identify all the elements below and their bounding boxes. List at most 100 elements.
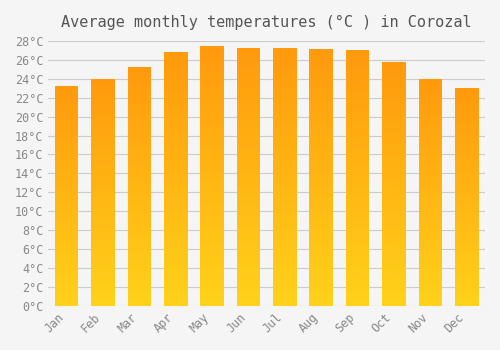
Bar — [54, 170, 78, 172]
Bar — [54, 231, 78, 233]
Bar — [54, 126, 78, 128]
Bar — [382, 228, 406, 230]
Bar — [128, 177, 151, 180]
Bar — [273, 295, 296, 298]
Bar — [200, 163, 224, 165]
Bar — [200, 66, 224, 69]
Bar — [418, 231, 442, 233]
Bar — [164, 207, 188, 209]
Bar — [455, 90, 478, 92]
Bar — [91, 186, 115, 188]
Bar — [200, 85, 224, 87]
Bar — [200, 197, 224, 199]
Bar — [418, 254, 442, 256]
Bar — [455, 127, 478, 130]
Bar — [54, 163, 78, 165]
Bar — [164, 296, 188, 298]
Bar — [236, 282, 260, 285]
Bar — [310, 285, 333, 288]
Bar — [273, 133, 296, 136]
Bar — [164, 108, 188, 111]
Bar — [273, 123, 296, 126]
Bar — [310, 183, 333, 185]
Bar — [200, 210, 224, 212]
Bar — [236, 115, 260, 117]
Bar — [310, 157, 333, 160]
Bar — [346, 165, 370, 168]
Bar — [273, 146, 296, 149]
Bar — [164, 270, 188, 273]
Bar — [164, 62, 188, 65]
Bar — [54, 196, 78, 198]
Bar — [91, 254, 115, 256]
Bar — [91, 129, 115, 131]
Bar — [346, 198, 370, 201]
Bar — [200, 152, 224, 155]
Bar — [128, 96, 151, 98]
Bar — [236, 133, 260, 135]
Bar — [54, 198, 78, 201]
Bar — [310, 165, 333, 167]
Bar — [236, 128, 260, 130]
Bar — [128, 294, 151, 296]
Bar — [200, 103, 224, 105]
Bar — [54, 97, 78, 99]
Bar — [310, 224, 333, 226]
Bar — [128, 86, 151, 89]
Bar — [91, 217, 115, 219]
Bar — [128, 258, 151, 260]
Bar — [418, 174, 442, 176]
Bar — [273, 103, 296, 105]
Bar — [91, 133, 115, 135]
Bar — [200, 61, 224, 64]
Bar — [200, 264, 224, 267]
Bar — [455, 273, 478, 275]
Bar — [346, 229, 370, 232]
Bar — [455, 171, 478, 173]
Bar — [54, 253, 78, 255]
Bar — [164, 197, 188, 199]
Bar — [200, 217, 224, 220]
Bar — [310, 96, 333, 98]
Bar — [164, 159, 188, 161]
Bar — [455, 92, 478, 95]
Bar — [382, 218, 406, 220]
Bar — [236, 68, 260, 71]
Bar — [382, 281, 406, 284]
Bar — [164, 265, 188, 268]
Bar — [200, 251, 224, 254]
Bar — [418, 90, 442, 92]
Bar — [236, 84, 260, 86]
Bar — [54, 137, 78, 139]
Bar — [200, 87, 224, 90]
Bar — [91, 172, 115, 174]
Bar — [310, 196, 333, 198]
Bar — [91, 122, 115, 124]
Bar — [91, 156, 115, 158]
Bar — [310, 267, 333, 270]
Bar — [346, 140, 370, 142]
Bar — [164, 52, 188, 55]
Bar — [455, 243, 478, 245]
Bar — [382, 154, 406, 157]
Bar — [418, 135, 442, 138]
Bar — [128, 260, 151, 263]
Bar — [128, 158, 151, 160]
Bar — [310, 113, 333, 116]
Bar — [54, 264, 78, 266]
Bar — [273, 159, 296, 162]
Bar — [455, 125, 478, 127]
Bar — [54, 135, 78, 137]
Bar — [382, 174, 406, 176]
Bar — [164, 212, 188, 215]
Bar — [91, 147, 115, 149]
Bar — [54, 154, 78, 156]
Bar — [54, 242, 78, 244]
Bar — [382, 233, 406, 235]
Bar — [91, 190, 115, 192]
Bar — [310, 252, 333, 254]
Bar — [164, 111, 188, 113]
Bar — [128, 182, 151, 184]
Bar — [128, 218, 151, 220]
Bar — [91, 94, 115, 97]
